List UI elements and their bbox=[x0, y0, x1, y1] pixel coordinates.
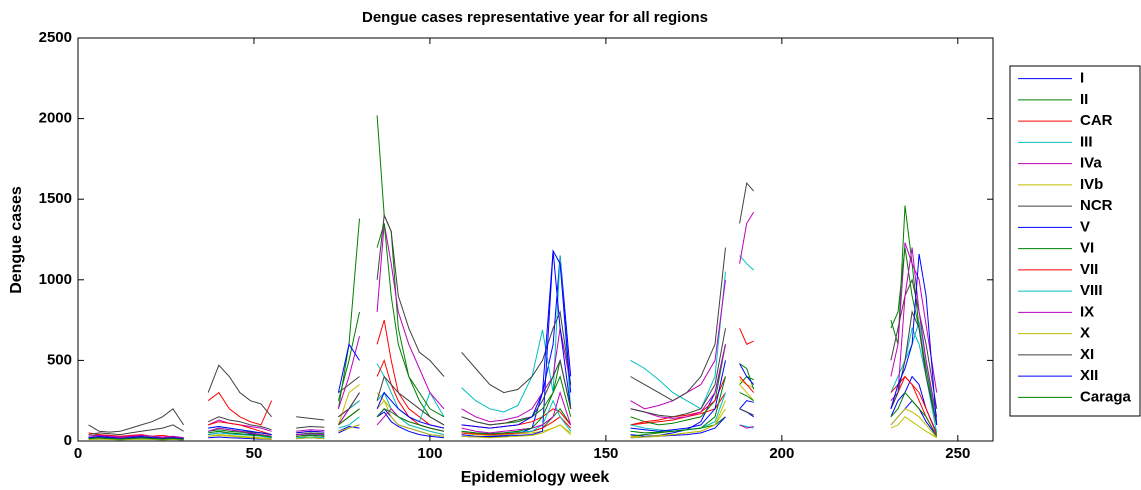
legend-label: XII bbox=[1080, 367, 1098, 384]
legend-label: VII bbox=[1080, 261, 1098, 278]
legend-label: VI bbox=[1080, 240, 1094, 257]
y-tick-label: 0 bbox=[64, 432, 72, 449]
y-tick-label: 500 bbox=[47, 351, 72, 368]
legend-label: IX bbox=[1080, 303, 1094, 320]
legend-label: I bbox=[1080, 70, 1084, 87]
x-tick-label: 200 bbox=[769, 445, 794, 462]
legend-box bbox=[1009, 65, 1141, 417]
legend: IIICARIIIIVaIVbNCRVVIVIIVIIIIXXXIXIICara… bbox=[1009, 65, 1141, 417]
y-tick-label: 2000 bbox=[39, 110, 72, 127]
x-tick-label: 50 bbox=[246, 445, 263, 462]
y-tick-label: 2500 bbox=[39, 29, 72, 46]
y-axis-label: Dengue cases bbox=[8, 186, 25, 294]
axes-box bbox=[77, 37, 994, 442]
legend-label: IVa bbox=[1080, 155, 1102, 172]
legend-label: III bbox=[1080, 133, 1093, 150]
plot-area bbox=[88, 115, 938, 441]
x-tick-label: 0 bbox=[74, 445, 82, 462]
y-tick-label: 1500 bbox=[39, 190, 72, 207]
legend-label: IVb bbox=[1080, 176, 1103, 193]
series-line bbox=[88, 181, 938, 433]
legend-label: NCR bbox=[1080, 197, 1113, 214]
legend-label: V bbox=[1080, 218, 1090, 235]
legend-label: VIII bbox=[1080, 282, 1103, 299]
x-axis-label: Epidemiology week bbox=[461, 469, 610, 486]
legend-label: XI bbox=[1080, 346, 1094, 363]
legend-label: II bbox=[1080, 91, 1088, 108]
legend-label: X bbox=[1080, 325, 1090, 342]
series-line bbox=[88, 384, 938, 441]
series-line bbox=[88, 374, 938, 440]
x-tick-label: 250 bbox=[945, 445, 970, 462]
legend-label: CAR bbox=[1080, 112, 1113, 129]
legend-label: Caraga bbox=[1080, 388, 1132, 405]
x-tick-label: 100 bbox=[417, 445, 442, 462]
chart-title: Dengue cases representative year for all… bbox=[362, 9, 708, 26]
x-tick-label: 150 bbox=[593, 445, 618, 462]
y-tick-label: 1000 bbox=[39, 271, 72, 288]
series-line bbox=[88, 249, 938, 440]
series-line bbox=[88, 310, 938, 436]
